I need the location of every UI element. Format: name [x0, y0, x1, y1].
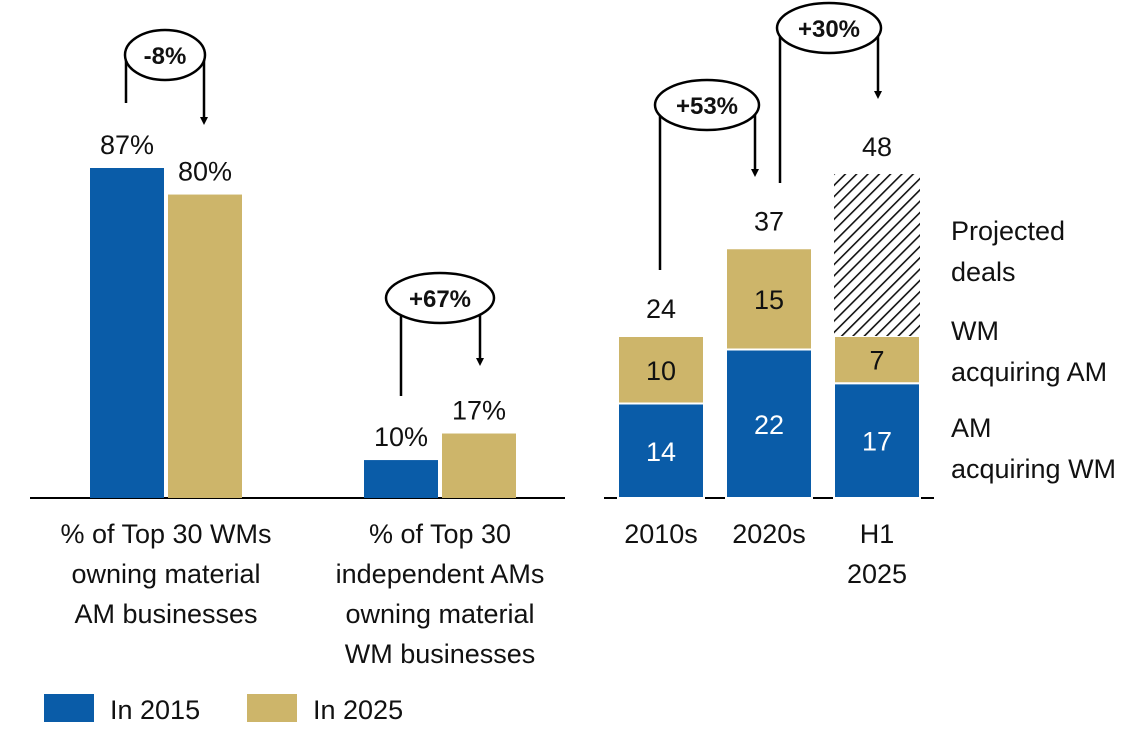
segment-label: 7: [869, 346, 884, 376]
category-label: WM businesses: [345, 639, 536, 669]
legend-label: In 2015: [110, 695, 200, 725]
segment-label: 17: [862, 427, 892, 457]
data-label: 10%: [374, 422, 428, 452]
series-label: deals: [951, 257, 1016, 287]
category-label: 2025: [847, 559, 907, 589]
stacked-bar-segment: [834, 174, 920, 336]
bar: [90, 168, 164, 498]
category-label: independent AMs: [336, 559, 545, 589]
legend-label: In 2025: [313, 695, 403, 725]
series-label: AM: [951, 413, 992, 443]
stacked-bar-segment: [833, 382, 921, 499]
stacked-bar-segment: [617, 335, 705, 405]
right-chart: 14 10 24 2010s 22 15 37 2020s 17 7 48 H1 2025 +53% +30…: [604, 1, 1116, 589]
series-label: Projected: [951, 216, 1065, 246]
series-label: acquiring AM: [951, 357, 1107, 387]
change-label: +30%: [798, 16, 860, 43]
category-label: owning material: [71, 559, 260, 589]
series-label: WM: [951, 316, 999, 346]
bar: [364, 460, 438, 498]
stacked-bar-segment: [833, 335, 921, 385]
category-label: H1: [860, 519, 895, 549]
data-label: 17%: [452, 396, 506, 426]
change-badge: [653, 78, 761, 132]
segment-label: 10: [646, 356, 676, 386]
change-label: +67%: [409, 286, 471, 313]
category-label: 2010s: [624, 519, 698, 549]
segment-label: 22: [754, 410, 784, 440]
bar: [442, 433, 516, 498]
stacked-bar-segment: [725, 247, 813, 351]
category-label: 2020s: [732, 519, 806, 549]
series-label: acquiring WM: [951, 454, 1116, 484]
data-label: 80%: [178, 157, 232, 187]
change-label: +53%: [676, 93, 738, 120]
legend: In 2015 In 2025: [44, 694, 403, 725]
total-label: 48: [862, 132, 892, 162]
segment-label: 15: [754, 285, 784, 315]
total-label: 24: [646, 294, 676, 324]
change-badge: [384, 271, 496, 325]
category-label: % of Top 30 WMs: [60, 519, 271, 549]
legend-swatch: [44, 694, 94, 722]
left-chart: 87% 80% % of Top 30 WMs owning material AM b…: [30, 28, 565, 669]
category-label: AM businesses: [74, 599, 257, 629]
category-label: % of Top 30: [369, 519, 511, 549]
bar: [168, 194, 242, 498]
stacked-bar-segment: [725, 348, 813, 499]
change-badge: [775, 1, 883, 55]
category-label: owning material: [345, 599, 534, 629]
data-label: 87%: [100, 130, 154, 160]
change-label: -8%: [144, 43, 187, 70]
change-badge: [123, 28, 207, 82]
total-label: 37: [754, 206, 784, 236]
legend-swatch: [247, 694, 297, 722]
segment-label: 14: [646, 437, 676, 467]
